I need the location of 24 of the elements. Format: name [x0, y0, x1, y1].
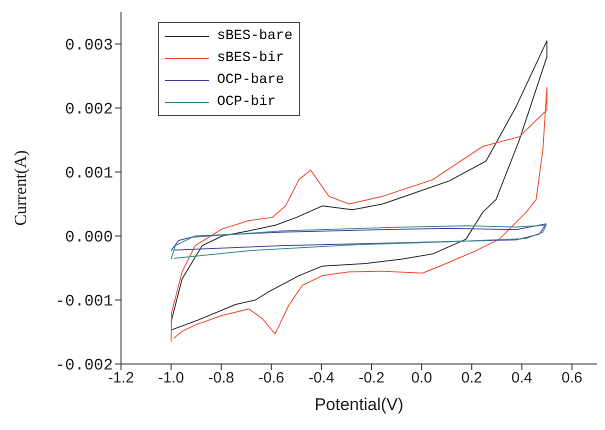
x-tick-label: -1.0	[158, 370, 184, 387]
line-series	[170, 223, 547, 252]
x-tick-label: 0.4	[511, 370, 532, 387]
x-tick-label: -0.4	[308, 370, 334, 387]
x-tick-label: 0.6	[562, 370, 582, 387]
line-series	[170, 224, 547, 260]
y-axis-title: Current(A)	[11, 150, 30, 226]
line-series	[170, 40, 548, 331]
legend-label: OCP-bir	[217, 94, 276, 110]
x-tick-label: -0.8	[208, 370, 234, 387]
x-tick-label: -0.6	[258, 370, 284, 387]
y-tick-label: -0.001	[55, 292, 113, 311]
x-axis-title: Potential(V)	[314, 395, 404, 414]
y-tick-label: 0.003	[64, 36, 113, 55]
legend-label: OCP-bare	[217, 72, 284, 88]
y-tick-label: 0.001	[64, 164, 113, 183]
y-tick-label: 0.000	[64, 228, 113, 247]
legend-label: sBES-bir	[217, 50, 284, 66]
x-tick-label: 0.0	[411, 370, 432, 387]
x-tick-label: -0.2	[358, 370, 384, 387]
line-series	[170, 87, 548, 342]
legend-label: sBES-bare	[217, 28, 293, 44]
x-tick-label: 0.2	[461, 370, 482, 387]
y-tick-label: 0.002	[64, 100, 113, 119]
